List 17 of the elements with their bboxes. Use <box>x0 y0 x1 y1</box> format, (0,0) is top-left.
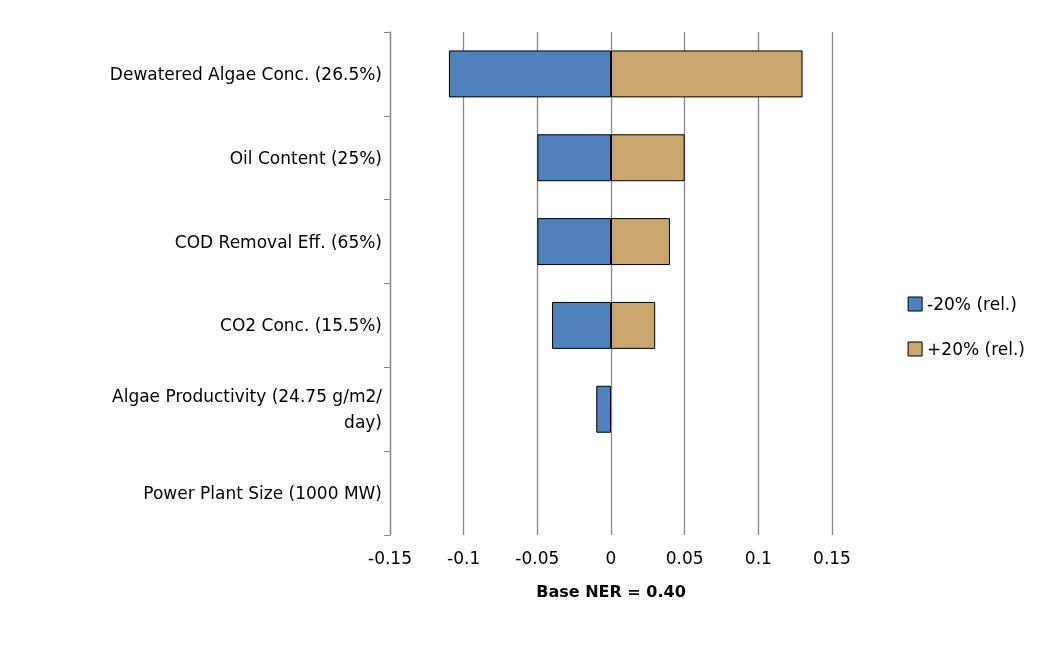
y-tick-label: COD Removal Eff. (65%) <box>174 231 382 252</box>
y-tick-label: Oil Content (25%) <box>229 147 382 168</box>
x-tick-label: 0 <box>605 547 617 568</box>
x-tick-label: 0.1 <box>744 547 772 568</box>
x-tick-label: -0.15 <box>368 547 412 568</box>
x-tick-label: 0.05 <box>665 547 704 568</box>
x-tick-label: 0.15 <box>813 547 851 568</box>
x-tick-label: -0.1 <box>447 547 481 568</box>
y-tick-label: CO2 Conc. (15.5%) <box>220 315 382 336</box>
x-tick-label: -0.05 <box>515 547 560 568</box>
bar <box>596 385 611 433</box>
y-tick-label: Power Plant Size (1000 MW) <box>143 483 382 504</box>
y-tick-label: Dewatered Algae Conc. (26.5%) <box>109 63 382 84</box>
y-tick-label: Algae Productivity (24.75 g/m2/day) <box>112 386 383 433</box>
legend-label: -20% (rel.) <box>927 294 1017 314</box>
legend-label: +20% (rel.) <box>927 339 1026 359</box>
x-axis-title: Base NER = 0.40 <box>536 581 686 601</box>
